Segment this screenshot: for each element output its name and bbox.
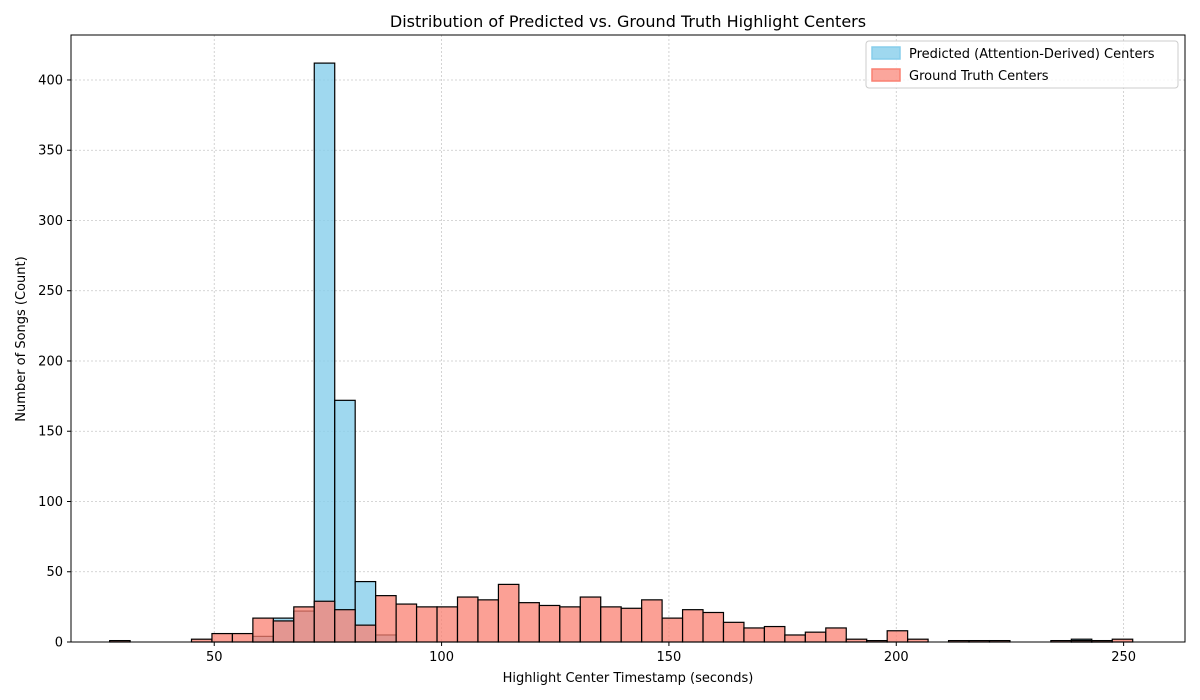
ground-truth-bar-6 [231, 632, 254, 643]
x-axis-label: Highlight Center Timestamp (seconds) [503, 671, 754, 686]
x-tick-label-2: 150 [657, 650, 682, 665]
ground-truth-bar-8 [272, 620, 295, 643]
y-tick-label-1: 50 [46, 565, 63, 580]
ground-truth-bar-29 [702, 611, 725, 643]
predicted-bar-10 [313, 62, 336, 643]
ground-truth-bar-14 [395, 603, 418, 643]
y-tick-label-0: 0 [55, 636, 63, 651]
y-axis-ticks: 0 50 100 150 200 250 300 350 400 [38, 73, 71, 651]
ground-truth-bar-25 [620, 607, 643, 643]
ground-truth-bar-20 [518, 602, 540, 643]
ground-truth-bar-19 [497, 583, 520, 643]
legend-label-ground-truth: Ground Truth Centers [909, 69, 1049, 84]
x-tick-label-3: 200 [884, 650, 909, 665]
ground-truth-bar-28 [681, 609, 704, 643]
ground-truth-bar-23 [579, 596, 602, 643]
legend-label-predicted: Predicted (Attention-Derived) Centers [909, 47, 1155, 62]
ground-truth-bar-18 [477, 599, 500, 643]
ground-truth-bar-30 [722, 621, 745, 643]
ground-truth-bar-31 [743, 627, 766, 643]
ground-truth-bar-12 [354, 624, 377, 643]
y-tick-label-4: 200 [38, 354, 63, 369]
ground-truth-bar-26 [641, 599, 663, 643]
ground-truth-bar-11 [334, 609, 356, 643]
y-tick-label-8: 400 [38, 73, 63, 88]
y-tick-label-7: 350 [38, 144, 63, 159]
x-tick-label-4: 250 [1111, 650, 1136, 665]
y-tick-label-5: 250 [38, 284, 63, 299]
x-tick-label-0: 50 [206, 650, 223, 665]
x-axis-ticks: 50 100 150 200 250 [206, 642, 1136, 665]
ground-truth-bar-16 [436, 606, 459, 643]
y-tick-label-2: 100 [38, 495, 63, 510]
ground-truth-bar-15 [415, 606, 438, 643]
ground-truth-bar-10 [313, 600, 336, 643]
y-axis-label: Number of Songs (Count) [14, 256, 29, 421]
chart-title: Distribution of Predicted vs. Ground Tru… [390, 12, 866, 31]
x-tick-label-1: 100 [429, 650, 454, 665]
legend-box [865, 40, 1179, 89]
ground-truth-bar-32 [763, 625, 786, 643]
plot-frame [70, 34, 1186, 643]
y-tick-label-3: 150 [38, 425, 63, 440]
legend-swatch-predicted [871, 46, 901, 60]
grid-lines [71, 35, 1185, 643]
legend: Predicted (Attention-Derived) Centers Gr… [865, 40, 1179, 89]
ground-truth-bar-9 [293, 606, 315, 643]
ground-truth-bar-24 [600, 606, 622, 643]
ground-truth-bar-27 [661, 617, 684, 643]
ground-truth-bar-22 [559, 606, 581, 643]
ground-truth-bar-5 [211, 632, 234, 643]
legend-swatch-ground-truth [871, 68, 901, 82]
ground-truth-bars [109, 583, 1134, 643]
ground-truth-bar-17 [456, 596, 479, 643]
ground-truth-bar-38 [886, 630, 909, 643]
ground-truth-bar-7 [252, 617, 274, 643]
ground-truth-bar-13 [375, 595, 397, 643]
y-tick-label-6: 300 [38, 214, 63, 229]
ground-truth-bar-34 [804, 631, 827, 643]
ground-truth-bar-33 [784, 634, 806, 643]
ground-truth-bar-35 [825, 627, 847, 643]
predicted-bar-11 [334, 399, 356, 643]
ground-truth-bar-21 [538, 604, 561, 643]
